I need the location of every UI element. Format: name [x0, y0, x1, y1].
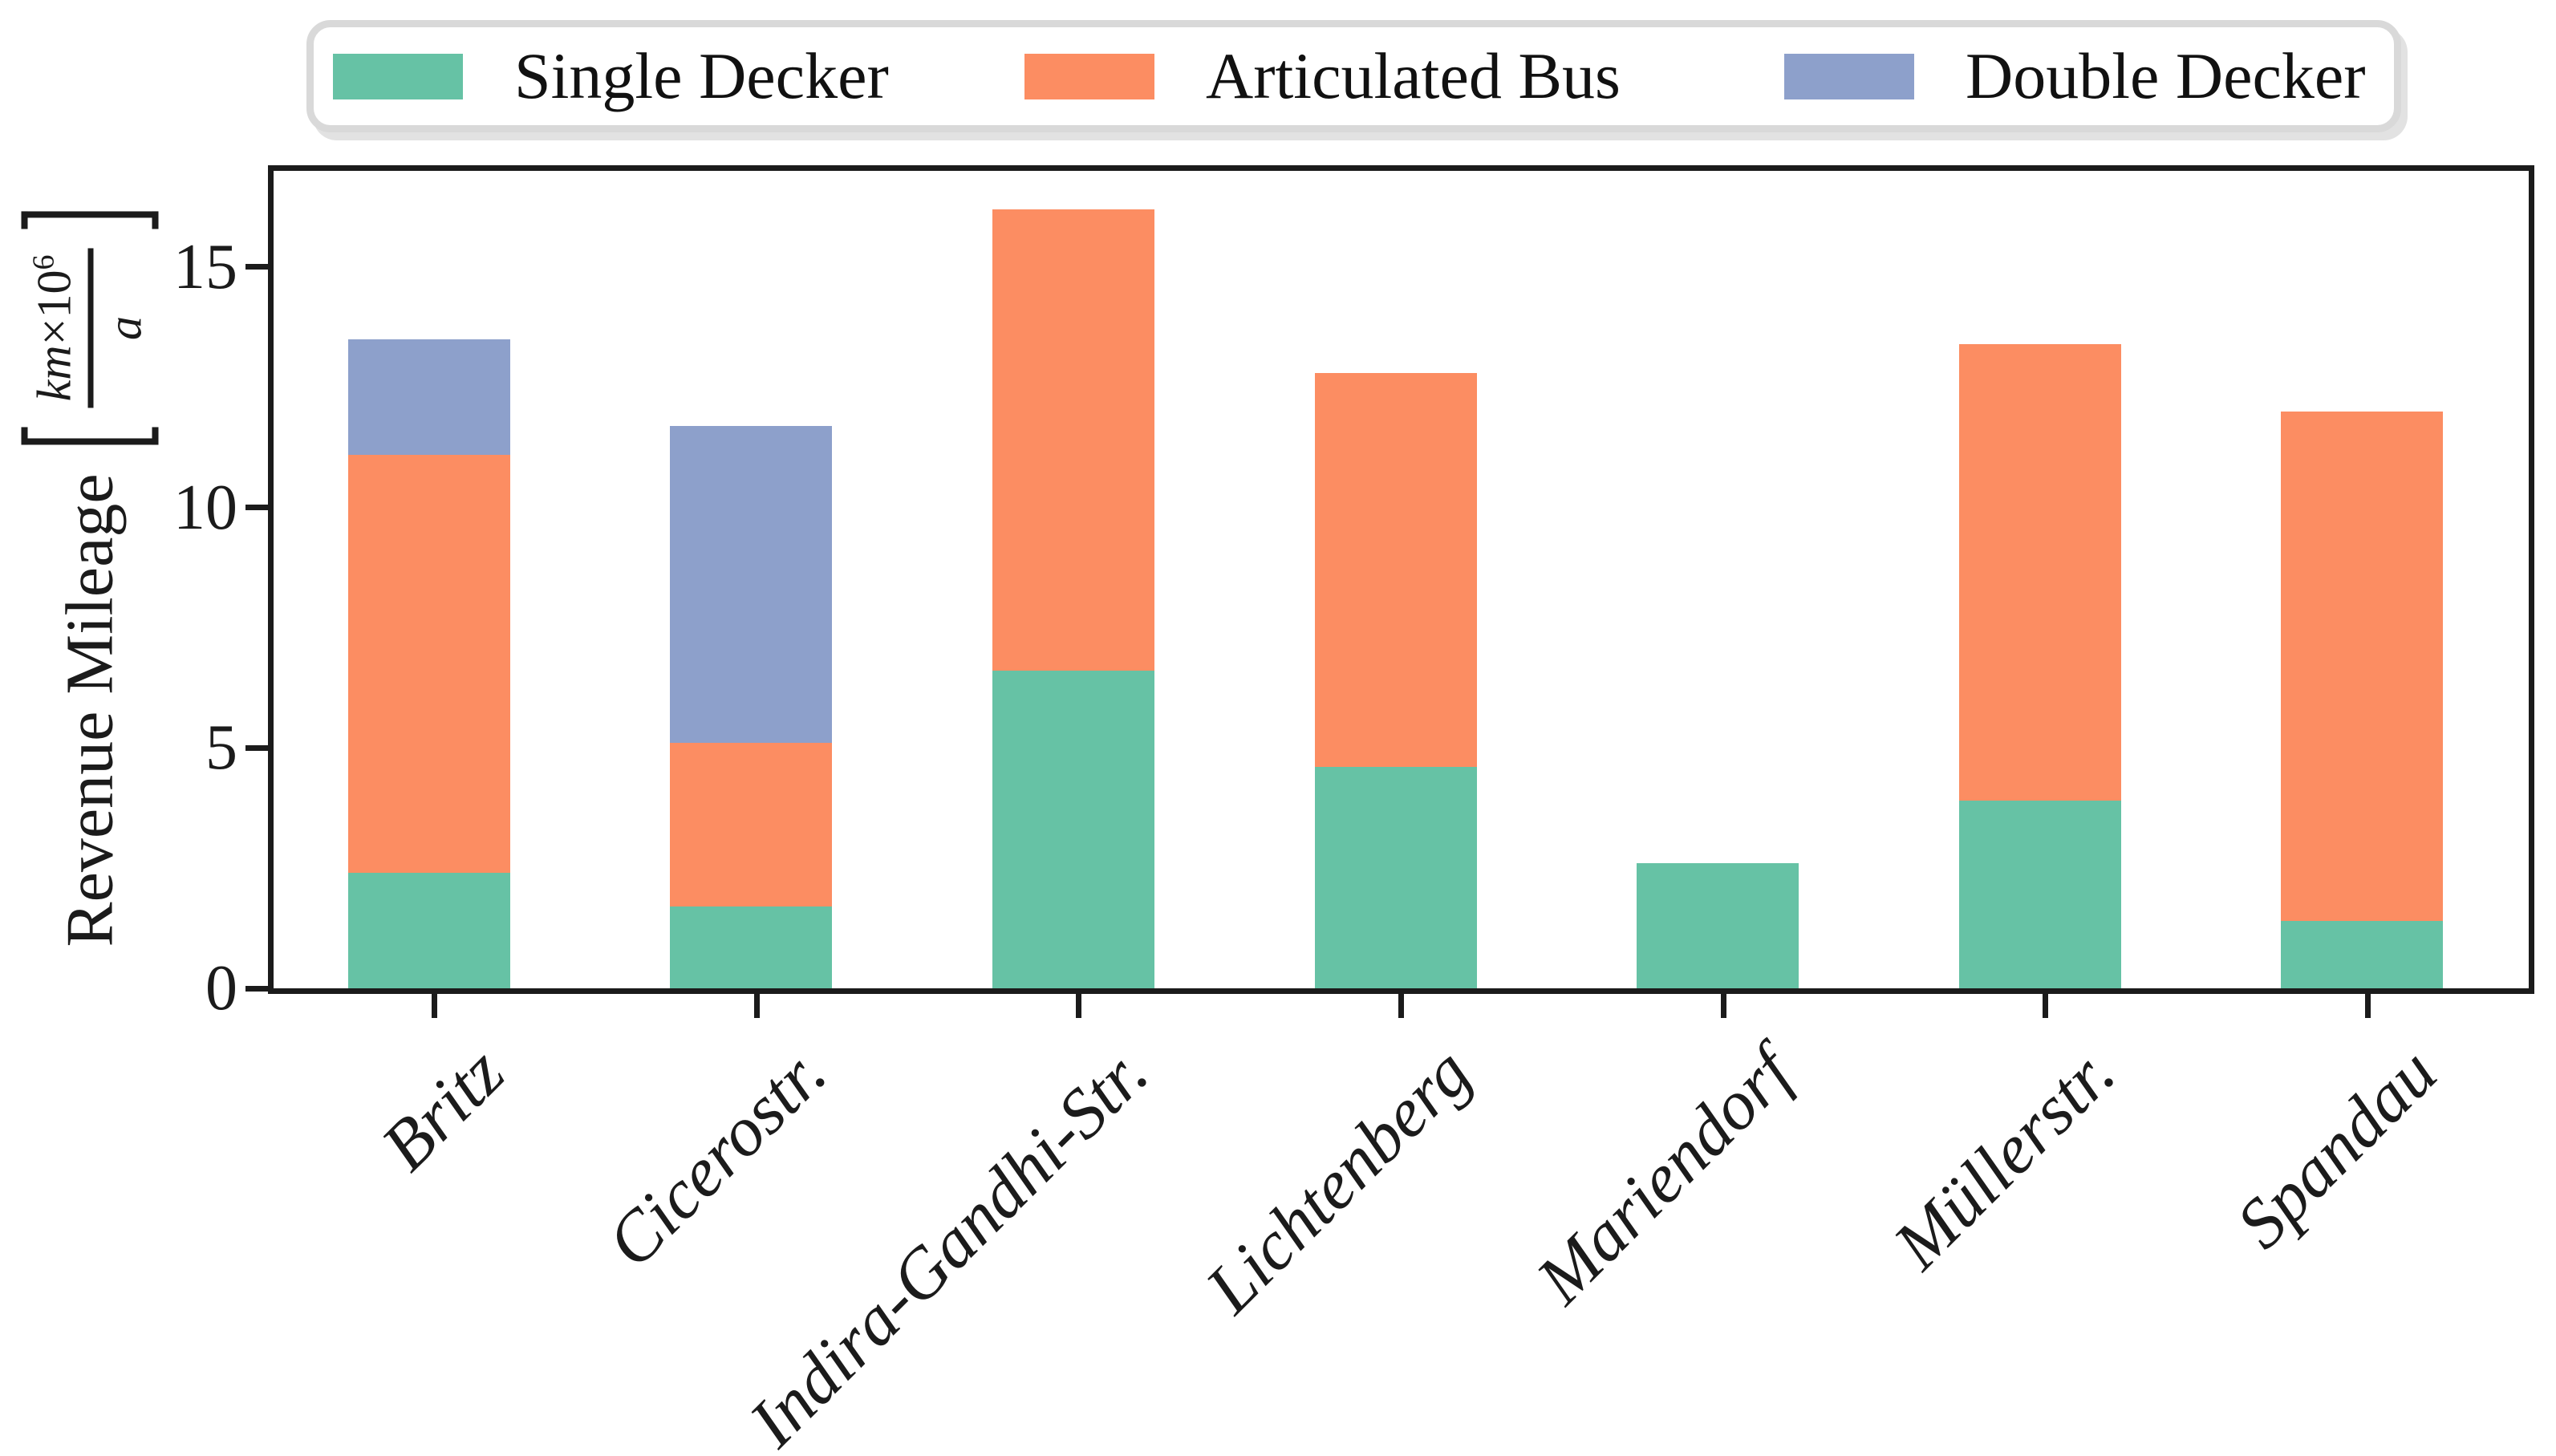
y-tick-15	[245, 264, 268, 270]
legend-box: Single Decker Articulated Bus Double Dec…	[306, 20, 2401, 132]
articulated-bus-swatch	[1024, 53, 1154, 99]
legend-label-single-decker: Single Decker	[514, 39, 889, 112]
bar-segment-britz-double-decker	[347, 339, 510, 455]
bar-segment-lichtenberg-articulated-bus	[1314, 372, 1477, 768]
bar-segment-m-llerstr-single-decker	[1958, 801, 2121, 988]
x-tick-label-mariendorf: Mariendorf	[1522, 1033, 1808, 1319]
legend-item-articulated-bus: Articulated Bus	[1024, 27, 1621, 125]
x-tick-mariendorf	[1720, 994, 1726, 1018]
y-tick-label-0: 0	[205, 953, 237, 1024]
x-tick-lichtenberg	[1398, 994, 1404, 1018]
y-tick-label-5: 5	[205, 712, 237, 784]
bar-segment-cicerostr-single-decker	[670, 906, 833, 988]
x-tick-indira-gandhi-str	[1076, 994, 1082, 1018]
right-bracket	[21, 211, 159, 229]
bar-segment-spandau-articulated-bus	[2281, 411, 2444, 922]
left-bracket	[21, 427, 159, 445]
unit-denominator: a	[98, 315, 152, 340]
bar-segment-lichtenberg-single-decker	[1314, 767, 1477, 988]
y-tick-label-15: 15	[173, 231, 237, 302]
x-tick-cicerostr	[753, 994, 760, 1018]
bar-segment-indira-gandhi-str-single-decker	[992, 671, 1154, 988]
y-tick-5	[245, 744, 268, 751]
x-tick-label-spandau: Spandau	[2221, 1033, 2453, 1263]
bar-segment-m-llerstr-articulated-bus	[1958, 343, 2121, 801]
legend-label-articulated-bus: Articulated Bus	[1206, 39, 1621, 112]
bar-segment-cicerostr-articulated-bus	[670, 743, 833, 907]
x-tick-britz	[432, 994, 438, 1018]
legend-label-double-decker: Double Decker	[1966, 39, 2366, 112]
plot-area	[268, 165, 2534, 994]
y-axis-label: Revenue Mileage km×106 a	[21, 211, 159, 947]
y-tick-10	[245, 505, 268, 511]
legend-item-single-decker: Single Decker	[333, 27, 889, 125]
y-tick-label-10: 10	[173, 472, 237, 543]
bar-segment-mariendorf-single-decker	[1637, 863, 1799, 988]
x-tick-label-britz: Britz	[367, 1033, 519, 1186]
single-decker-swatch	[333, 53, 463, 99]
bar-segment-spandau-single-decker	[2281, 921, 2444, 988]
x-tick-label-m-llerstr: Müllerstr.	[1879, 1033, 2130, 1284]
legend-item-double-decker: Double Decker	[1784, 27, 2366, 125]
bar-segment-indira-gandhi-str-articulated-bus	[992, 209, 1154, 671]
bar-segment-britz-single-decker	[347, 873, 510, 988]
y-axis-label-text: Revenue Mileage	[52, 473, 127, 947]
bar-segment-britz-articulated-bus	[347, 454, 510, 874]
bar-segment-cicerostr-double-decker	[670, 425, 833, 744]
y-tick-0	[245, 985, 268, 992]
x-tick-m-llerstr	[2043, 994, 2049, 1018]
x-tick-spandau	[2364, 994, 2371, 1018]
double-decker-swatch	[1784, 53, 1914, 99]
x-tick-label-cicerostr: Cicerostr.	[592, 1033, 842, 1283]
x-tick-label-lichtenberg: Lichtenberg	[1191, 1033, 1486, 1328]
